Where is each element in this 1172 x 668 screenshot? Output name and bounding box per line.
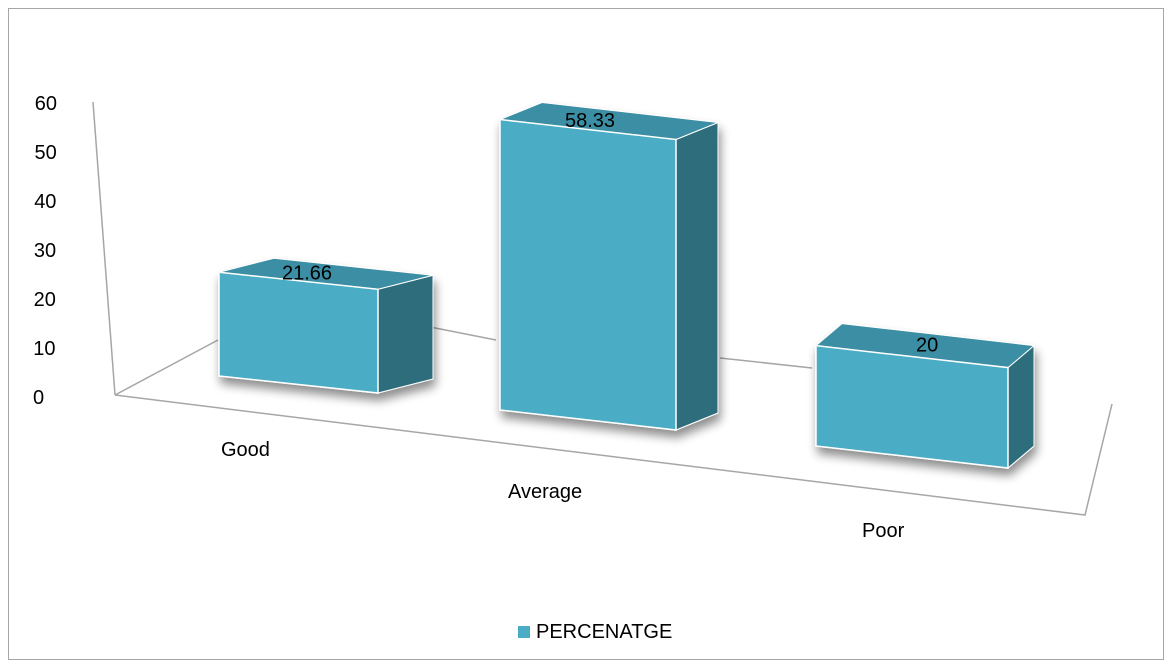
category-label-average: Average — [508, 481, 582, 503]
bar-poor — [814, 323, 1036, 470]
y-axis-ticks: 0 10 20 30 40 50 60 — [33, 93, 57, 409]
data-labels-group: 21.66 58.33 20 — [282, 110, 938, 357]
legend-swatch — [518, 626, 530, 638]
y-tick-label: 0 — [33, 387, 44, 409]
bar-side-face — [377, 274, 434, 394]
data-label: 20 — [916, 335, 938, 357]
bar-front-face — [815, 344, 1009, 469]
data-label: 21.66 — [282, 263, 332, 285]
data-label: 58.33 — [565, 110, 615, 132]
bar-side-face — [675, 121, 719, 431]
bar-front-face — [499, 118, 677, 431]
category-label-poor: Poor — [862, 520, 905, 542]
floor-left-edge — [114, 339, 219, 396]
y-tick-label: 30 — [34, 240, 56, 262]
y-tick-label: 40 — [34, 191, 56, 213]
legend-label-percenatge: PERCENATGE — [536, 621, 672, 643]
category-labels: Good Average Poor — [221, 439, 905, 542]
bar-front-face — [218, 271, 379, 394]
chart-axes — [92, 101, 1113, 516]
y-tick-label: 50 — [35, 142, 57, 164]
legend: PERCENATGE — [518, 621, 672, 643]
bar-average — [499, 102, 719, 431]
bar-good — [218, 257, 434, 394]
y-tick-label: 20 — [34, 289, 56, 311]
y-tick-label: 10 — [33, 338, 55, 360]
floor-front-edge — [114, 394, 1113, 516]
y-axis-line — [92, 101, 116, 396]
bars-group — [218, 102, 1036, 470]
category-label-good: Good — [221, 439, 270, 461]
floor-back-edge — [719, 357, 813, 369]
y-tick-label: 60 — [35, 93, 57, 115]
